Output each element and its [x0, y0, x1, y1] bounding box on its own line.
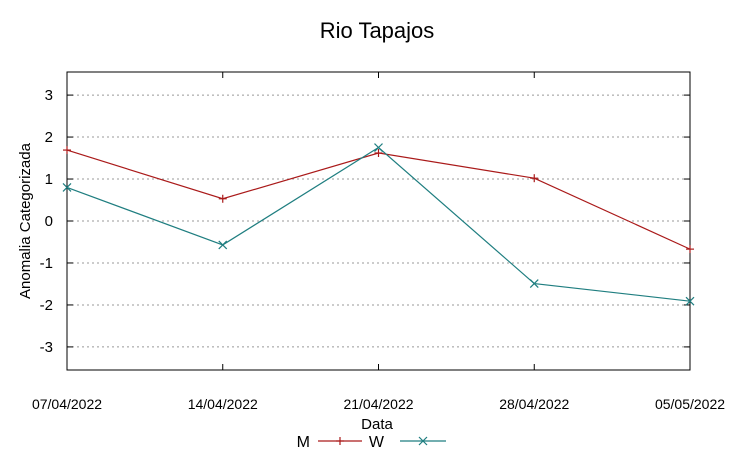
series-line — [66, 149, 691, 250]
x-tick-label: 21/04/2022 — [343, 396, 413, 412]
series-W — [62, 143, 695, 306]
data-point — [374, 149, 383, 158]
data-point — [218, 240, 228, 250]
data-point — [374, 143, 383, 152]
y-axis-label: Anomalia Categorizada — [17, 142, 34, 299]
y-tick-label: -1 — [40, 255, 53, 272]
x-tick-label: 07/04/2022 — [32, 396, 102, 412]
legend-marker — [418, 436, 428, 446]
data-point — [685, 296, 695, 306]
x-tick-label: 05/05/2022 — [655, 396, 725, 412]
series-line — [66, 146, 691, 302]
data-point — [529, 279, 539, 288]
x-tick-label: 14/04/2022 — [188, 396, 258, 412]
legend-label: M — [297, 434, 310, 451]
gridlines — [67, 94, 690, 348]
data-point — [530, 174, 539, 183]
y-tick-label: 3 — [45, 87, 53, 104]
x-axis: 07/04/2022 14/04/2022 21/04/2022 28/04/2022… — [32, 72, 725, 412]
legend-label: W — [369, 434, 385, 451]
data-point — [218, 194, 227, 203]
y-axis: 3 2 1 0 -1 -2 -3 — [40, 87, 690, 356]
y-tick-label: 2 — [45, 129, 53, 146]
legend-item-M: M — [297, 434, 362, 451]
data-point — [686, 245, 694, 254]
series-layer — [62, 143, 695, 306]
legend-marker — [336, 437, 344, 445]
x-tick-label: 28/04/2022 — [499, 396, 569, 412]
data-point — [63, 146, 71, 155]
chart-title: Rio Tapajos — [320, 18, 435, 43]
x-axis-label: Data — [361, 416, 393, 433]
series-M — [63, 146, 694, 254]
y-tick-label: 1 — [45, 171, 53, 188]
y-tick-label: 0 — [45, 213, 53, 230]
data-point — [62, 182, 72, 192]
legend-item-W: W — [369, 434, 446, 451]
y-tick-label: -2 — [40, 297, 53, 314]
y-tick-label: -3 — [40, 339, 53, 356]
